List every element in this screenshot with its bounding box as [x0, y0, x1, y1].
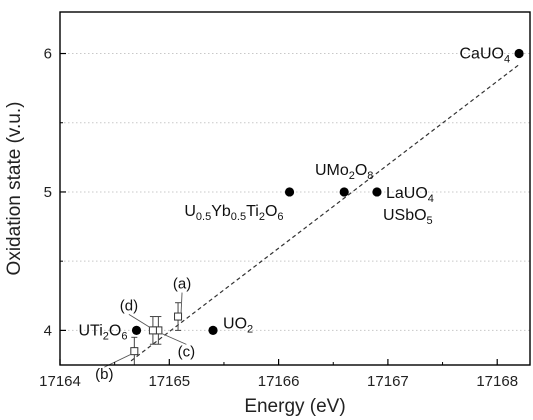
fit-line-group [130, 64, 520, 362]
label-segment: 2 [349, 170, 355, 182]
label-segment: 5 [427, 215, 433, 227]
point-labels: CaUO4UMo2O8U0.5Yb0.5Ti2O6LaUO4USbO5UTi2O… [79, 46, 511, 384]
label-segment: UMo [315, 162, 349, 179]
reference-point [284, 187, 295, 197]
compound-label: U0.5Yb0.5Ti2O6 [184, 203, 283, 223]
reference-point [131, 325, 142, 335]
y-tick-label: 4 [44, 322, 52, 339]
x-axis-title: Energy (eV) [244, 396, 345, 417]
label-segment: 2 [259, 211, 265, 223]
label-segment: 2 [103, 330, 109, 342]
data-points [130, 48, 524, 356]
reference-point [208, 325, 218, 335]
x-tick-label: 17168 [476, 373, 518, 390]
label-segment: USbO [383, 207, 427, 224]
sample-point [174, 312, 183, 321]
sample-leader-line [180, 292, 183, 314]
sample-leader-line [128, 314, 151, 328]
sample-label: (b) [95, 366, 113, 383]
label-segment: UTi [79, 322, 103, 339]
label-segment: O [109, 322, 121, 339]
label-segment: O [265, 203, 277, 220]
reference-point [372, 187, 382, 197]
compound-label: UTi2O6 [79, 322, 128, 342]
label-segment: 2 [247, 323, 253, 335]
label-segment: CaUO [459, 46, 503, 63]
compound-label: LaUO4 [386, 185, 434, 205]
y-axis-title: Oxidation state (v.u.) [4, 102, 25, 276]
plot-frame-border [59, 11, 531, 366]
plot-frame [59, 11, 531, 366]
sample-label: (a) [173, 276, 191, 293]
compound-label: USbO5 [383, 207, 433, 227]
grid-lines [60, 53, 530, 331]
sample-point [130, 347, 139, 356]
reference-point [339, 187, 349, 197]
label-segment: 6 [121, 330, 127, 342]
y-tick-label: 6 [44, 46, 52, 63]
x-tick-label: 17165 [148, 373, 190, 390]
label-segment: 6 [277, 211, 283, 223]
label-segment: 8 [367, 170, 373, 182]
label-segment: Ti [246, 203, 259, 220]
sample-point [148, 326, 157, 335]
x-tick-label: 17164 [39, 373, 81, 390]
axis-ticks: 17164 17165 17166 17167 17168 4 5 6 [39, 46, 518, 390]
compound-label: CaUO4 [459, 46, 510, 66]
label-segment: UO [223, 315, 247, 332]
label-segment: 0.5 [196, 211, 211, 223]
reference-point [514, 48, 524, 59]
fit-line [130, 64, 520, 362]
sample-label: (c) [178, 343, 196, 360]
x-tick-label: 17166 [258, 373, 300, 390]
compound-label: UO2 [223, 315, 253, 335]
compound-label: UMo2O8 [315, 162, 373, 182]
y-tick-label: 5 [44, 184, 52, 201]
sample-label: (d) [120, 297, 138, 314]
label-segment: Yb [211, 203, 231, 220]
sample-leader-line [161, 332, 187, 345]
label-segment: LaUO [386, 185, 428, 202]
label-segment: O [355, 162, 367, 179]
label-segment: 4 [504, 54, 510, 66]
label-segment: U [184, 203, 196, 220]
label-segment: 4 [428, 193, 434, 205]
x-tick-label: 17167 [367, 373, 409, 390]
label-segment: 0.5 [231, 211, 246, 223]
